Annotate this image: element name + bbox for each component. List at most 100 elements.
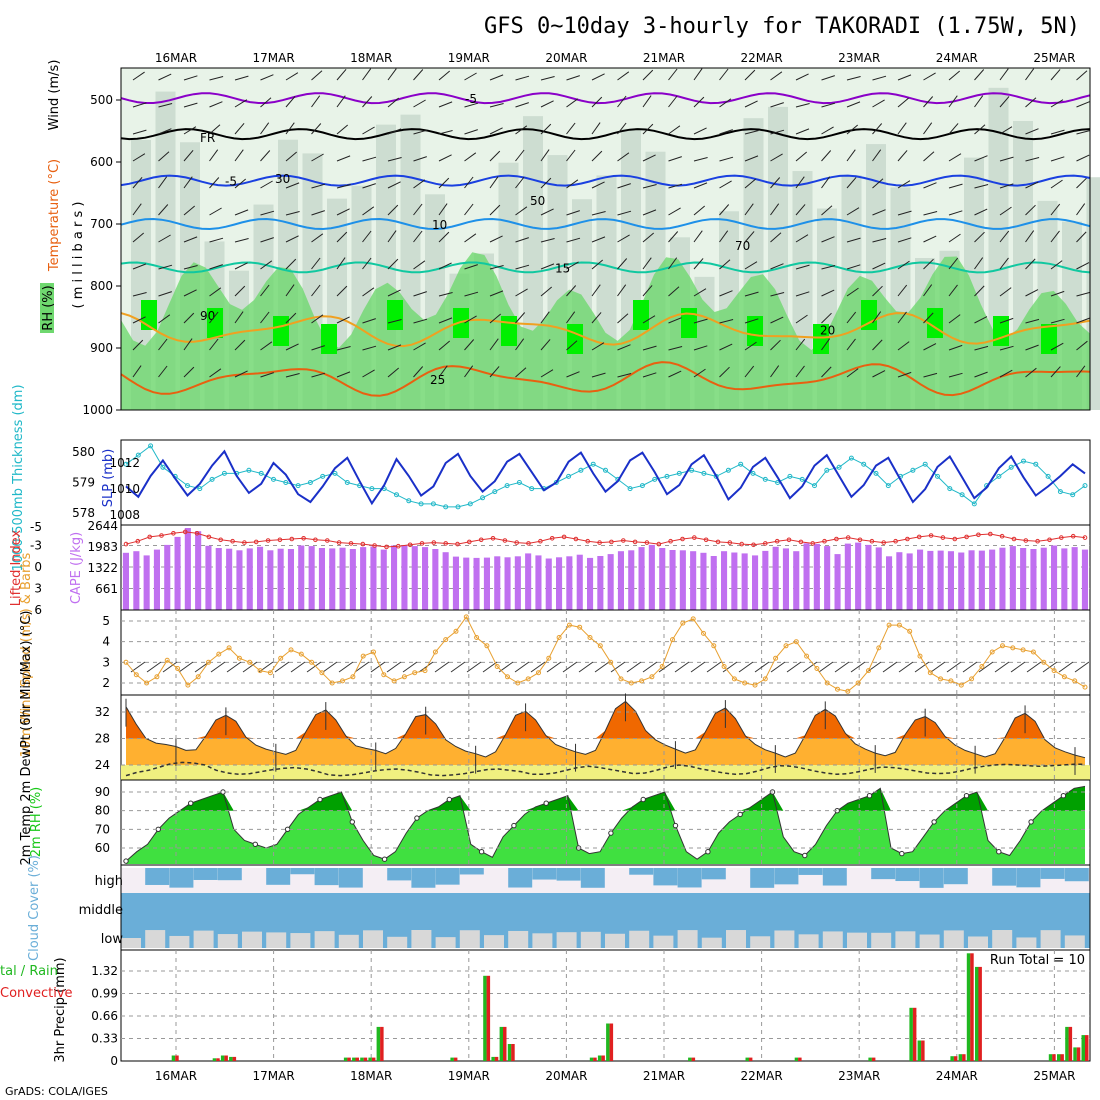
wind-barb xyxy=(693,182,708,189)
wind10-barb xyxy=(898,661,914,673)
wind-barb xyxy=(464,315,477,324)
cape-bar xyxy=(731,552,738,610)
wind-barb xyxy=(1050,318,1065,324)
wind-barb xyxy=(897,122,907,135)
cape-bar xyxy=(587,557,594,610)
wind10-barb xyxy=(1010,661,1026,673)
precip-rain-bar xyxy=(216,1058,220,1061)
low-cloud-bar xyxy=(435,937,456,948)
thickness-point xyxy=(1070,492,1076,498)
cape-bar xyxy=(514,556,521,610)
wind-barb xyxy=(311,70,323,81)
date-label: 25MAR xyxy=(1033,1069,1075,1083)
wind-barb xyxy=(770,203,780,216)
wind-barb xyxy=(1025,204,1036,216)
wind-speed-point xyxy=(525,676,531,682)
wind-speed-point xyxy=(793,639,799,645)
wind-barb xyxy=(1076,203,1086,216)
low-cloud-bar xyxy=(968,936,988,948)
lifted-index-point xyxy=(810,541,816,546)
wind-speed-point xyxy=(917,653,923,659)
rh-tick-label: 70 xyxy=(95,822,110,836)
wind-barb xyxy=(566,98,579,108)
precip-total-bar xyxy=(343,1057,348,1061)
wind-barb xyxy=(642,95,652,108)
cape-bar xyxy=(153,549,160,610)
wind-tick-label: 5 xyxy=(102,614,110,628)
wind-barb xyxy=(719,129,733,135)
wind-barb xyxy=(872,123,883,135)
wind-barb xyxy=(846,368,859,378)
wind-speed-point xyxy=(845,688,851,694)
wind-barb xyxy=(744,291,759,297)
wind-barb xyxy=(974,257,984,270)
rh-point xyxy=(640,796,646,803)
wind-barb xyxy=(387,157,402,162)
wind-barb xyxy=(1076,291,1091,297)
wind-speed-point xyxy=(412,670,418,676)
precip-rain-bar xyxy=(380,1026,384,1061)
wind-barb xyxy=(872,75,887,81)
high-cloud-bar xyxy=(701,868,726,880)
precip-rain-bar xyxy=(1052,1054,1056,1061)
cape-bar xyxy=(298,545,305,610)
lifted-index-point xyxy=(739,541,745,547)
thickness-point xyxy=(1021,458,1026,464)
wind-barb xyxy=(872,209,886,216)
precip-total-bar xyxy=(491,1056,495,1061)
wind-barb xyxy=(234,262,248,270)
wind-speed-point xyxy=(340,678,345,684)
cape-bar xyxy=(257,546,264,610)
wind-barb xyxy=(489,176,499,189)
wind-barb xyxy=(948,344,963,351)
wind-barb xyxy=(846,177,857,189)
wind10-barb xyxy=(322,661,338,673)
wind-barb xyxy=(464,129,478,135)
cape-bar xyxy=(710,556,717,610)
wind-barb xyxy=(566,261,579,270)
wind-barb xyxy=(183,102,198,108)
thickness-point xyxy=(553,480,559,485)
wind-barb xyxy=(821,289,835,297)
wind-barb xyxy=(923,372,938,378)
lifted-index-point xyxy=(940,535,946,540)
thickness-point xyxy=(455,504,461,510)
wind-speed-point xyxy=(1000,643,1005,649)
cape-bar xyxy=(401,545,408,610)
wind-barb xyxy=(923,96,934,108)
cape-bar xyxy=(349,549,356,610)
wind-barb xyxy=(821,126,834,135)
rh-point xyxy=(899,850,905,857)
wind-barb xyxy=(770,263,784,270)
wind-barb xyxy=(719,230,729,243)
wind-barb xyxy=(948,257,959,270)
wind-speed-point xyxy=(762,676,768,682)
wind-barb xyxy=(438,231,450,243)
wind-speed-point xyxy=(1051,668,1057,674)
wind10-barb xyxy=(706,661,722,673)
wind-barb xyxy=(1025,318,1040,324)
wind-speed-point xyxy=(742,680,748,686)
dewpoint-fill xyxy=(121,765,1090,780)
lifted-index-point xyxy=(502,538,508,543)
wind-speed-point xyxy=(958,682,964,688)
wind10-barb xyxy=(594,661,610,673)
thickness-point xyxy=(873,470,879,476)
wind-barb xyxy=(132,316,146,324)
wind-barb xyxy=(770,102,784,108)
low-cloud-bar xyxy=(750,936,771,948)
cape-bar xyxy=(648,544,655,610)
wind-barb xyxy=(617,284,627,297)
wind-barb xyxy=(413,69,424,81)
cape-axis-label: CAPE (J/kg) xyxy=(69,532,84,604)
wind-barb xyxy=(158,338,168,351)
rh-saturated-patch xyxy=(207,308,223,338)
high-cloud-bar xyxy=(871,868,896,880)
wind-barb xyxy=(132,153,146,162)
high-cloud-bar xyxy=(411,868,436,888)
wind-barb xyxy=(668,231,679,243)
precip-total-bar xyxy=(171,1055,176,1061)
wind-speed-point xyxy=(494,664,500,669)
cape-bar xyxy=(999,547,1006,610)
